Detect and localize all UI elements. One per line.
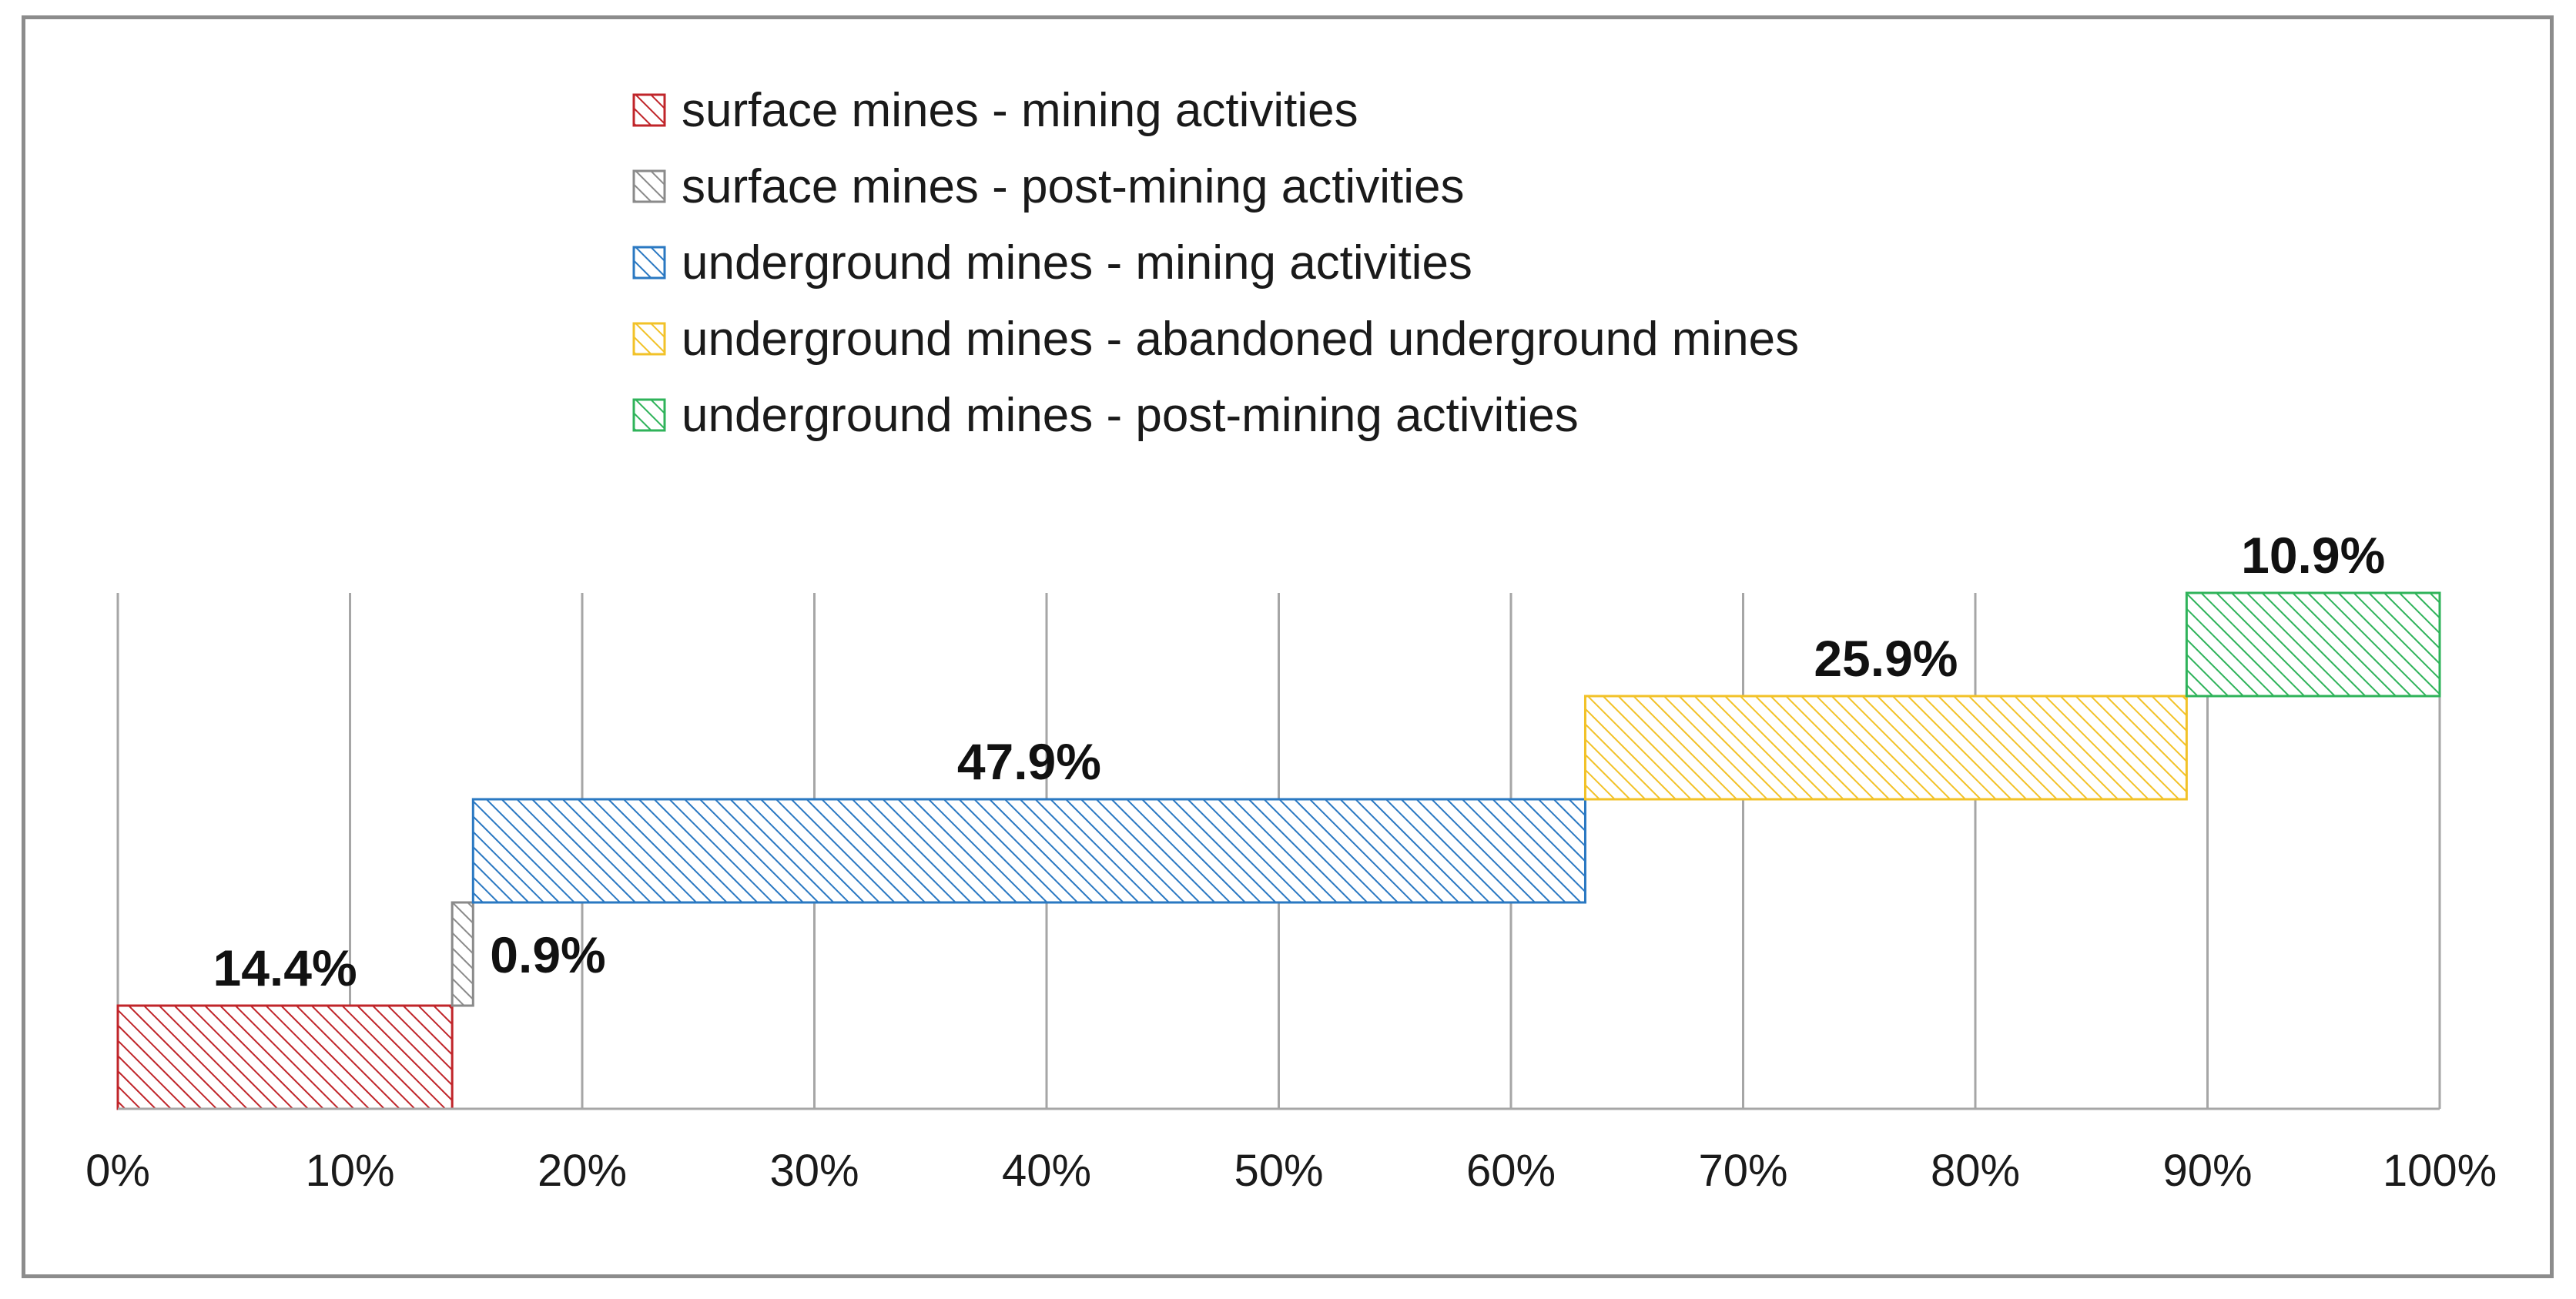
legend-swatch <box>632 246 666 280</box>
legend-swatch <box>632 398 666 432</box>
x-tick-label: 10% <box>305 1146 394 1196</box>
legend-item: underground mines - abandoned undergroun… <box>632 313 1799 366</box>
bar <box>2185 591 2441 698</box>
x-tick-label: 40% <box>1002 1146 1091 1196</box>
legend-item: underground mines - mining activities <box>632 236 1472 290</box>
legend-item: surface mines - mining activities <box>632 84 1358 137</box>
legend-swatch <box>632 322 666 356</box>
legend-label: underground mines - abandoned undergroun… <box>682 313 1799 366</box>
legend: surface mines - mining activities surface… <box>632 84 1799 442</box>
legend-label: underground mines - post-mining activiti… <box>682 389 1579 442</box>
legend-item: underground mines - post-mining activiti… <box>632 389 1579 442</box>
legend-label: underground mines - mining activities <box>682 236 1472 290</box>
data-label: 14.4% <box>213 939 357 996</box>
legend-label: surface mines - mining activities <box>682 84 1358 137</box>
legend-swatch <box>632 169 666 203</box>
bar <box>451 901 474 1007</box>
x-tick-label: 50% <box>1234 1146 1323 1196</box>
x-tick-label: 30% <box>769 1146 859 1196</box>
bar <box>1583 695 2188 801</box>
data-label: 47.9% <box>957 733 1101 790</box>
legend-swatch <box>632 93 666 127</box>
x-tick-label: 90% <box>2162 1146 2252 1196</box>
x-tick-label: 70% <box>1698 1146 1787 1196</box>
legend-item: surface mines - post-mining activities <box>632 160 1464 213</box>
x-axis: 0% 10% 20% 30% 40% 50% 60% 70% 80% 90% 100% <box>85 1107 2497 1196</box>
x-tick-label: 100% <box>2383 1146 2497 1196</box>
chart-frame: surface mines - mining activities surface… <box>22 15 2554 1278</box>
x-tick-label: 20% <box>538 1146 627 1196</box>
data-label: 25.9% <box>1814 630 1958 687</box>
bar <box>471 798 1586 904</box>
x-tick-label: 60% <box>1466 1146 1556 1196</box>
chart-canvas: surface mines - mining activities surface… <box>85 84 2497 1196</box>
x-tick-label: 0% <box>85 1146 150 1196</box>
data-labels: 14.4% 0.9% 47.9% 25.9% 10.9% <box>213 527 2386 996</box>
bar <box>116 1004 454 1110</box>
data-label: 0.9% <box>490 926 605 983</box>
x-tick-label: 80% <box>1931 1146 2020 1196</box>
data-label: 10.9% <box>2241 527 2385 584</box>
legend-label: surface mines - post-mining activities <box>682 160 1464 213</box>
bars <box>116 591 2441 1110</box>
